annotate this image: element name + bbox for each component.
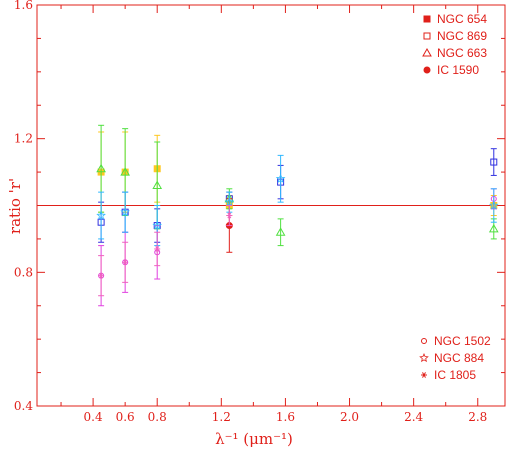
legend-label: NGC 663 (437, 46, 487, 60)
x-tick-label: 0.8 (148, 410, 167, 424)
data-point (224, 197, 235, 207)
legend-label: NGC 654 (437, 12, 487, 26)
y-tick-label: 0.4 (14, 399, 33, 413)
series-ngc-654 (97, 131, 498, 217)
data-point (120, 207, 130, 217)
legend: NGC 654 NGC 869 NGC 663 IC 1590 NGC 1502 NGC … (419, 12, 491, 382)
data-point (226, 212, 233, 219)
y-axis-label: ratio 'r' (6, 178, 24, 234)
x-tick-label: 2.0 (340, 410, 359, 424)
data-point (96, 163, 106, 173)
data-point (488, 200, 499, 210)
data-point (152, 220, 163, 230)
x-tick-label: 0.6 (116, 410, 135, 424)
data-point (490, 158, 498, 166)
x-tick-label: 0.4 (84, 410, 103, 424)
data-point (488, 223, 499, 233)
series-ngc-884 (96, 154, 499, 247)
asterisk-stroke (227, 212, 232, 219)
legend-label: IC 1805 (434, 368, 476, 382)
data-point (275, 227, 286, 236)
series-ic-1805 (98, 205, 233, 297)
legend-marker (423, 15, 431, 23)
x-tick-label: 1.2 (212, 410, 231, 424)
legend-marker (419, 352, 429, 363)
legend-marker (423, 32, 431, 40)
asterisk-stroke (422, 372, 426, 378)
data-point (152, 180, 163, 189)
y-tick-label: 1.2 (14, 132, 33, 146)
asterisk-stroke (155, 246, 160, 252)
y-tick-label: 0.8 (14, 265, 33, 279)
data-point (96, 210, 106, 220)
asterisk-stroke (99, 272, 104, 279)
asterisk-stroke (123, 259, 128, 266)
axis-ticks (37, 4, 505, 407)
x-axis-label: λ⁻¹ (μm⁻¹) (215, 430, 293, 448)
data-point (98, 272, 105, 279)
data-point (154, 246, 161, 252)
legend-marker (423, 66, 431, 74)
x-tick-label: 1.6 (276, 410, 295, 424)
legend-marker (421, 372, 427, 378)
legend-label: IC 1590 (437, 63, 479, 77)
legend-label: NGC 1502 (434, 334, 491, 348)
legend-marker (422, 47, 432, 57)
legend-label: NGC 884 (434, 351, 484, 365)
y-tick-label: 1.6 (14, 0, 33, 12)
tick-labels: 0.4 0.6 0.8 1.2 1.6 2.0 2.4 2.8 0.4 0.8 1.2 1.6 (14, 0, 487, 424)
x-tick-label: 2.4 (404, 410, 423, 424)
legend-label: NGC 869 (437, 29, 487, 43)
legend-marker (421, 338, 427, 344)
data-point (122, 259, 129, 266)
data-point (120, 167, 131, 176)
x-tick-label: 2.8 (468, 410, 487, 424)
data-point (275, 173, 286, 183)
data-marks (96, 124, 499, 307)
